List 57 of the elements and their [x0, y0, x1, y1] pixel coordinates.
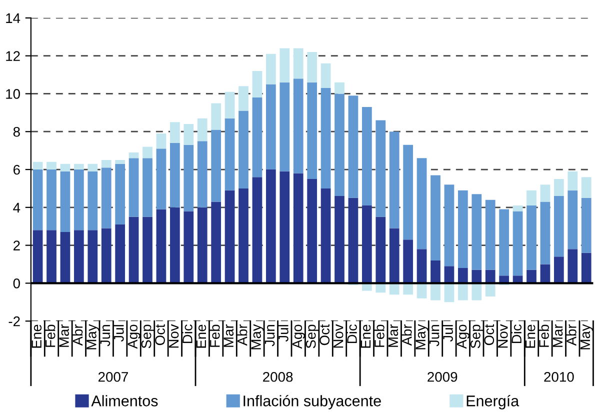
x-tick-label: Nov — [168, 324, 179, 348]
x-tick-label: May — [86, 324, 100, 350]
legend-label: Alimentos — [91, 395, 158, 406]
text: 2009 — [428, 372, 458, 382]
y-tick-label: 14 — [6, 13, 20, 23]
y-tick-label: 12 — [6, 51, 20, 61]
y-tick-label: 0 — [13, 278, 20, 288]
x-tick-label: Oct — [155, 324, 165, 346]
x-tick-label: Sep — [306, 324, 319, 348]
y-tick-label: 8 — [13, 126, 20, 137]
x-tick-label: Mar — [552, 324, 563, 347]
x-tick-label: May — [416, 324, 428, 350]
y-tick-label: 10 — [6, 89, 20, 99]
x-tick-label: Ago — [456, 324, 470, 349]
x-tick-label: Abr — [402, 324, 412, 346]
text: 2007 — [98, 372, 128, 382]
x-tick-label: Nov — [498, 324, 508, 348]
x-tick-label: Dic — [182, 324, 192, 344]
x-tick-label: Oct — [320, 324, 330, 346]
x-tick-label: Feb — [45, 324, 56, 347]
x-tick-label: Dic — [511, 324, 522, 344]
y-tick-label: 4 — [13, 202, 20, 212]
x-tick-label: Oct — [484, 324, 494, 346]
x-tick-label: Jun — [100, 325, 110, 346]
legend-label: Energía — [466, 394, 520, 410]
x-tick-label: Feb — [538, 324, 549, 347]
x-tick-label: May — [251, 324, 264, 350]
x-tick-label: Jun — [264, 325, 275, 346]
y-tick-label: 2 — [14, 240, 20, 250]
x-tick-label: Sep — [470, 324, 484, 348]
text: 2010 — [544, 372, 574, 382]
x-tick-label: Abr — [237, 324, 248, 346]
x-tick-label: Nov — [334, 324, 344, 348]
x-tick-label: Feb — [210, 324, 220, 347]
text: 2008 — [263, 372, 293, 382]
x-tick-label: Ago — [128, 324, 140, 349]
x-tick-label: Abr — [566, 324, 576, 346]
x-tick-label: Sep — [141, 324, 154, 348]
x-tick-label: May — [580, 324, 593, 350]
x-tick-label: Ago — [292, 324, 305, 349]
x-tick-label: Ene — [526, 324, 536, 348]
x-tick-label: Jul — [114, 325, 124, 342]
x-tick-label: Dic — [346, 324, 357, 344]
x-tick-label: Ene — [32, 324, 42, 348]
x-tick-label: Mar — [388, 324, 398, 347]
x-tick-label: Ene — [196, 324, 206, 348]
x-tick-label: Feb — [374, 324, 384, 347]
y-tick-label: -2 — [8, 316, 20, 326]
x-tick-label: Mar — [224, 324, 234, 347]
x-tick-label: Jul — [278, 325, 288, 342]
x-tick-label: Abr — [72, 324, 83, 346]
x-tick-label: Jul — [442, 325, 453, 342]
x-tick-label: Mar — [59, 324, 69, 347]
x-tick-label: Ene — [360, 324, 371, 348]
legend-label: Inflación subyacente — [244, 394, 381, 410]
y-tick-label: 6 — [14, 164, 20, 175]
x-tick-label: Jun — [430, 325, 440, 346]
